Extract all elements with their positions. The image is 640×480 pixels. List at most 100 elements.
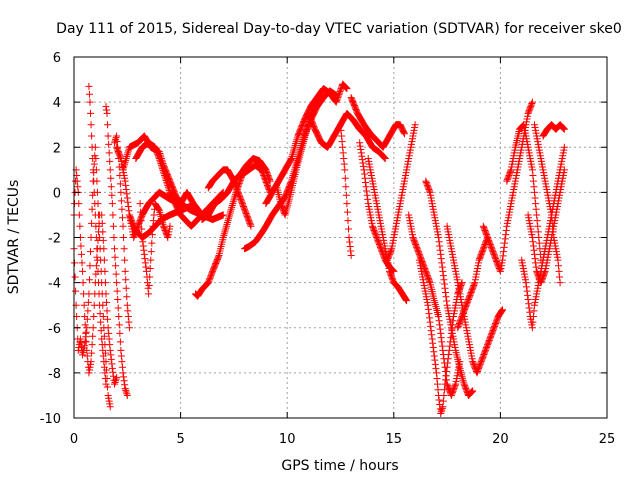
data-point	[339, 149, 347, 157]
data-point	[113, 287, 121, 295]
data-point	[437, 409, 445, 417]
x-tick-label: 20	[492, 432, 509, 447]
data-point	[441, 380, 449, 388]
data-point	[77, 250, 85, 258]
data-point	[335, 91, 343, 99]
data-point	[457, 280, 465, 288]
data-point	[426, 314, 434, 322]
data-point	[426, 277, 434, 285]
data-point	[120, 245, 128, 253]
data-point	[103, 106, 111, 114]
data-point	[438, 404, 446, 412]
data-point	[214, 253, 222, 261]
data-point	[554, 256, 562, 264]
data-point	[334, 92, 342, 100]
data-point	[363, 187, 371, 195]
data-point	[302, 127, 310, 135]
data-point	[235, 179, 243, 187]
data-point	[341, 83, 349, 91]
data-point	[556, 279, 564, 287]
data-point	[428, 331, 436, 339]
data-point	[90, 160, 98, 168]
data-point	[136, 200, 144, 208]
data-point	[118, 358, 126, 366]
data-point	[165, 185, 173, 193]
data-point	[98, 335, 106, 343]
data-point	[71, 273, 79, 281]
data-point	[137, 208, 145, 216]
data-point	[523, 287, 531, 295]
data-point	[164, 183, 172, 191]
data-point	[138, 225, 146, 233]
data-point	[438, 342, 446, 350]
data-point	[424, 301, 432, 309]
data-point	[88, 219, 96, 227]
data-point	[429, 343, 437, 351]
data-point	[529, 238, 537, 246]
data-point	[88, 143, 96, 151]
data-point	[91, 211, 99, 219]
data-point	[102, 103, 110, 111]
data-point	[113, 138, 121, 146]
data-point	[124, 202, 132, 210]
data-point	[442, 372, 450, 380]
data-point	[160, 170, 168, 178]
data-point	[89, 332, 97, 340]
data-point	[432, 365, 440, 373]
data-point	[71, 259, 79, 267]
data-point	[72, 287, 80, 295]
data-point	[74, 183, 82, 191]
data-point	[430, 352, 438, 360]
data-point	[341, 174, 349, 182]
data-point	[78, 259, 86, 267]
data-point	[85, 82, 93, 90]
data-point	[81, 312, 89, 320]
data-point	[121, 256, 129, 264]
data-point	[88, 341, 96, 349]
data-point	[111, 253, 119, 261]
x-axis-ticks: 0 5 10 15 20 25	[70, 57, 615, 447]
data-point	[158, 163, 166, 171]
data-point	[336, 88, 344, 96]
data-point	[141, 255, 149, 263]
data-point	[261, 164, 269, 172]
data-point	[121, 381, 129, 389]
data-point	[89, 324, 97, 332]
data-point	[438, 338, 446, 346]
data-point	[112, 270, 120, 278]
data-point	[531, 188, 539, 196]
data-point	[434, 380, 442, 388]
data-point	[100, 363, 108, 371]
data-point	[439, 267, 447, 275]
data-point	[107, 351, 115, 359]
data-point	[549, 222, 557, 230]
data-point	[106, 403, 114, 411]
y-axis-ticks: -10 -8 -6 -4 -2 0 2 4 6	[40, 51, 607, 427]
data-point	[82, 329, 90, 337]
data-point	[83, 352, 91, 360]
data-point	[429, 339, 437, 347]
data-point	[93, 245, 101, 253]
data-point	[501, 235, 509, 243]
data-point	[149, 217, 157, 225]
data-point	[533, 217, 541, 225]
data-point	[344, 217, 352, 225]
data-point	[434, 386, 442, 394]
data-point	[111, 245, 119, 253]
data-point	[105, 140, 113, 148]
data-point	[529, 242, 537, 250]
data-point	[120, 373, 128, 381]
data-point	[101, 279, 109, 287]
data-point	[112, 377, 120, 385]
data-point	[402, 295, 410, 303]
data-point	[315, 99, 323, 107]
data-point	[342, 183, 350, 191]
data-point	[526, 308, 534, 316]
data-point	[105, 335, 113, 343]
y-tick-label: 4	[53, 96, 61, 111]
data-point	[102, 380, 110, 388]
data-point	[122, 276, 130, 284]
data-point	[163, 178, 171, 186]
data-point	[362, 183, 370, 191]
data-point	[436, 321, 444, 329]
